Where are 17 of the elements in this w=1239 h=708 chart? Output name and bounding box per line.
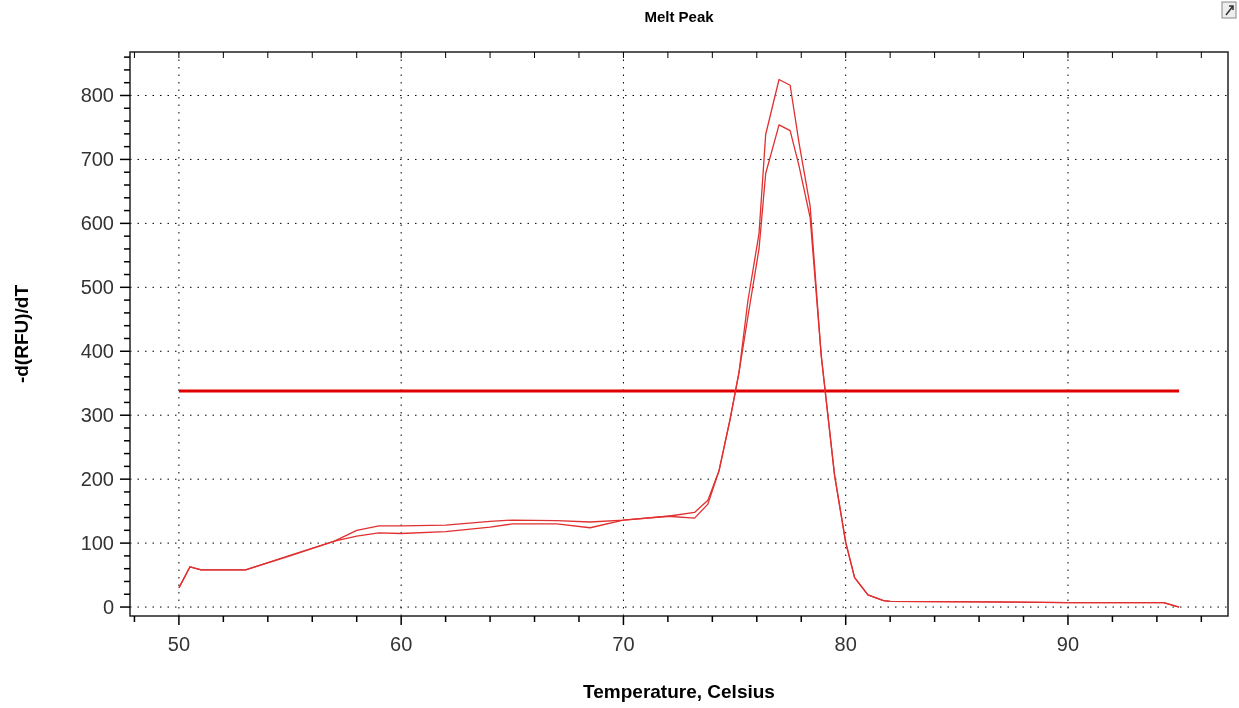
x-tick-label: 60 [390, 633, 413, 655]
x-tick-label: 80 [834, 633, 857, 655]
y-tick-label: 600 [80, 212, 114, 235]
x-tick-label: 50 [167, 633, 191, 655]
y-tick-label: 200 [80, 468, 114, 491]
y-tick-label: 100 [80, 532, 114, 555]
y-tick-label: 400 [80, 340, 114, 363]
x-tick-label: 70 [612, 633, 635, 655]
y-tick-label: 700 [80, 148, 114, 171]
chart-title: Melt Peak [644, 8, 715, 25]
y-tick-label: 500 [80, 276, 114, 299]
y-tick-label: 300 [80, 404, 114, 427]
y-tick-label: 800 [80, 84, 114, 107]
x-axis-title: Temperature, Celsius [583, 681, 775, 702]
y-tick-label: 0 [102, 596, 114, 619]
x-tick-label: 90 [1056, 633, 1080, 655]
y-axis-title: -d(RFU)/dT [11, 284, 32, 384]
